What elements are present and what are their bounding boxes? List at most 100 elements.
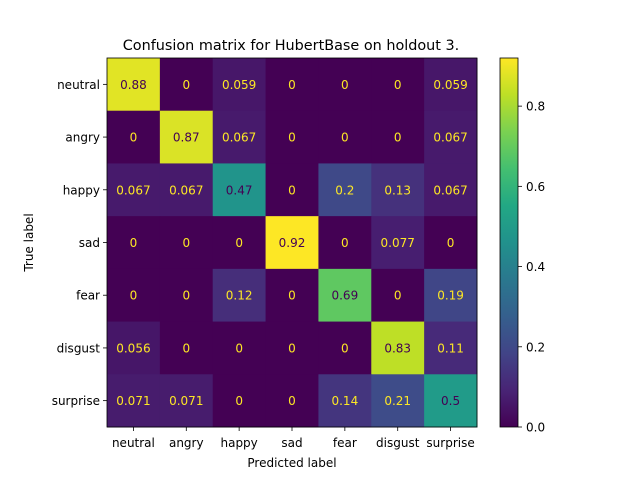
y-tick-label: happy — [63, 183, 100, 197]
cell-value-label: 0.067 — [169, 183, 203, 197]
heatmap-cells — [107, 58, 478, 428]
heatmap-cell — [212, 268, 267, 323]
heatmap-cell-labels: 0.88 0 0.059 0 0 0 0.059 0 0.87 0.067 0 0 0 0.067 0.06… — [116, 78, 468, 408]
y-tick-label: fear — [76, 289, 100, 303]
cell-value-label: 0.067 — [116, 183, 150, 197]
heatmap-cell — [107, 374, 161, 428]
heatmap-cell — [424, 58, 478, 112]
x-tick-label: fear — [333, 436, 357, 450]
heatmap-cell — [371, 58, 425, 112]
cell-value-label: 0.077 — [381, 236, 415, 250]
cell-value-label: 0 — [341, 236, 349, 250]
cell-value-label: 0.059 — [433, 78, 467, 92]
heatmap-cell — [107, 268, 161, 323]
colorbar — [499, 57, 519, 428]
heatmap-cell — [159, 110, 214, 164]
heatmap-cell — [107, 321, 161, 375]
cell-value-label: 0.2 — [335, 183, 354, 197]
x-tick-label: happy — [220, 436, 257, 450]
x-tick-label: surprise — [426, 436, 474, 450]
heatmap-cell — [107, 163, 161, 217]
cell-value-label: 0.071 — [169, 394, 203, 408]
x-tick-label: angry — [169, 436, 204, 450]
cell-value-label: 0 — [394, 78, 402, 92]
cell-value-label: 0 — [182, 236, 190, 250]
cell-value-label: 0.47 — [226, 183, 253, 197]
cell-value-label: 0 — [130, 236, 138, 250]
cell-value-label: 0.19 — [437, 289, 464, 303]
heatmap-cell — [265, 216, 319, 270]
cell-value-label: 0.87 — [173, 131, 200, 145]
heatmap-cell — [212, 110, 267, 164]
heatmap-cell — [424, 163, 478, 217]
colorbar-tick-label: 0.4 — [526, 260, 545, 274]
heatmap-cell — [265, 374, 319, 428]
heatmap-cell — [424, 110, 478, 164]
heatmap-cell — [265, 110, 319, 164]
x-tick-label: sad — [281, 436, 302, 450]
cell-value-label: 0 — [341, 341, 349, 355]
heatmap-cell — [159, 268, 214, 323]
heatmap-cell — [424, 216, 478, 270]
heatmap-cell — [371, 268, 425, 323]
y-tick-label: angry — [65, 131, 100, 145]
y-tick-label: sad — [79, 236, 100, 250]
heatmap-cell — [318, 163, 372, 217]
heatmap-cell — [107, 216, 161, 270]
heatmap-cell — [107, 110, 161, 164]
cell-value-label: 0.14 — [331, 394, 358, 408]
colorbar-ticks: 0.0 0.2 0.4 0.6 0.8 — [518, 100, 545, 435]
cell-value-label: 0 — [182, 341, 190, 355]
heatmap-cell — [318, 268, 372, 323]
cell-value-label: 0 — [447, 236, 455, 250]
cell-value-label: 0 — [288, 394, 296, 408]
cell-value-label: 0 — [288, 341, 296, 355]
cell-value-label: 0.13 — [384, 183, 411, 197]
heatmap-cell — [212, 58, 267, 112]
heatmap-cell — [159, 58, 214, 112]
heatmap-cell — [371, 374, 425, 428]
heatmap-cell — [107, 58, 161, 112]
cell-value-label: 0.92 — [279, 236, 306, 250]
cell-value-label: 0 — [235, 341, 243, 355]
heatmap-cell — [318, 216, 372, 270]
y-tick-label: neutral — [57, 78, 100, 92]
heatmap-cell — [159, 163, 214, 217]
heatmap-cell — [159, 321, 214, 375]
cell-value-label: 0 — [182, 78, 190, 92]
heatmap-cell — [371, 163, 425, 217]
cell-value-label: 0.071 — [116, 394, 150, 408]
chart-title: Confusion matrix for HubertBase on holdo… — [123, 38, 460, 54]
heatmap-cell — [318, 110, 372, 164]
x-axis-ticks: neutral angry happy sad fear disgust surprise — [112, 427, 475, 450]
cell-value-label: 0 — [130, 131, 138, 145]
cell-value-label: 0.12 — [226, 289, 253, 303]
y-axis-label: True label — [22, 213, 36, 272]
heatmap-cell — [159, 374, 214, 428]
x-tick-label: disgust — [376, 436, 420, 450]
y-tick-label: surprise — [52, 394, 100, 408]
cell-value-label: 0 — [130, 289, 138, 303]
colorbar-tick-label: 0.0 — [526, 421, 545, 435]
heatmap-cell — [371, 216, 425, 270]
heatmap-cell — [265, 163, 319, 217]
cell-value-label: 0 — [235, 236, 243, 250]
cell-value-label: 0.69 — [331, 289, 358, 303]
heatmap-cell — [212, 321, 267, 375]
cell-value-label: 0.88 — [120, 78, 147, 92]
x-tick-label: neutral — [112, 436, 155, 450]
cell-value-label: 0.21 — [384, 394, 411, 408]
colorbar-tick-label: 0.2 — [526, 340, 545, 354]
cell-value-label: 0.067 — [433, 183, 467, 197]
heatmap-cell — [318, 374, 372, 428]
y-axis-ticks: neutral angry happy sad fear disgust surprise — [52, 78, 107, 408]
cell-value-label: 0 — [341, 131, 349, 145]
heatmap-cell — [371, 110, 425, 164]
heatmap-cell — [265, 58, 319, 112]
cell-value-label: 0.059 — [222, 78, 256, 92]
y-tick-label: disgust — [57, 341, 101, 355]
heatmap-cell — [424, 374, 478, 428]
cell-value-label: 0.056 — [116, 341, 150, 355]
heatmap-cell — [265, 321, 319, 375]
